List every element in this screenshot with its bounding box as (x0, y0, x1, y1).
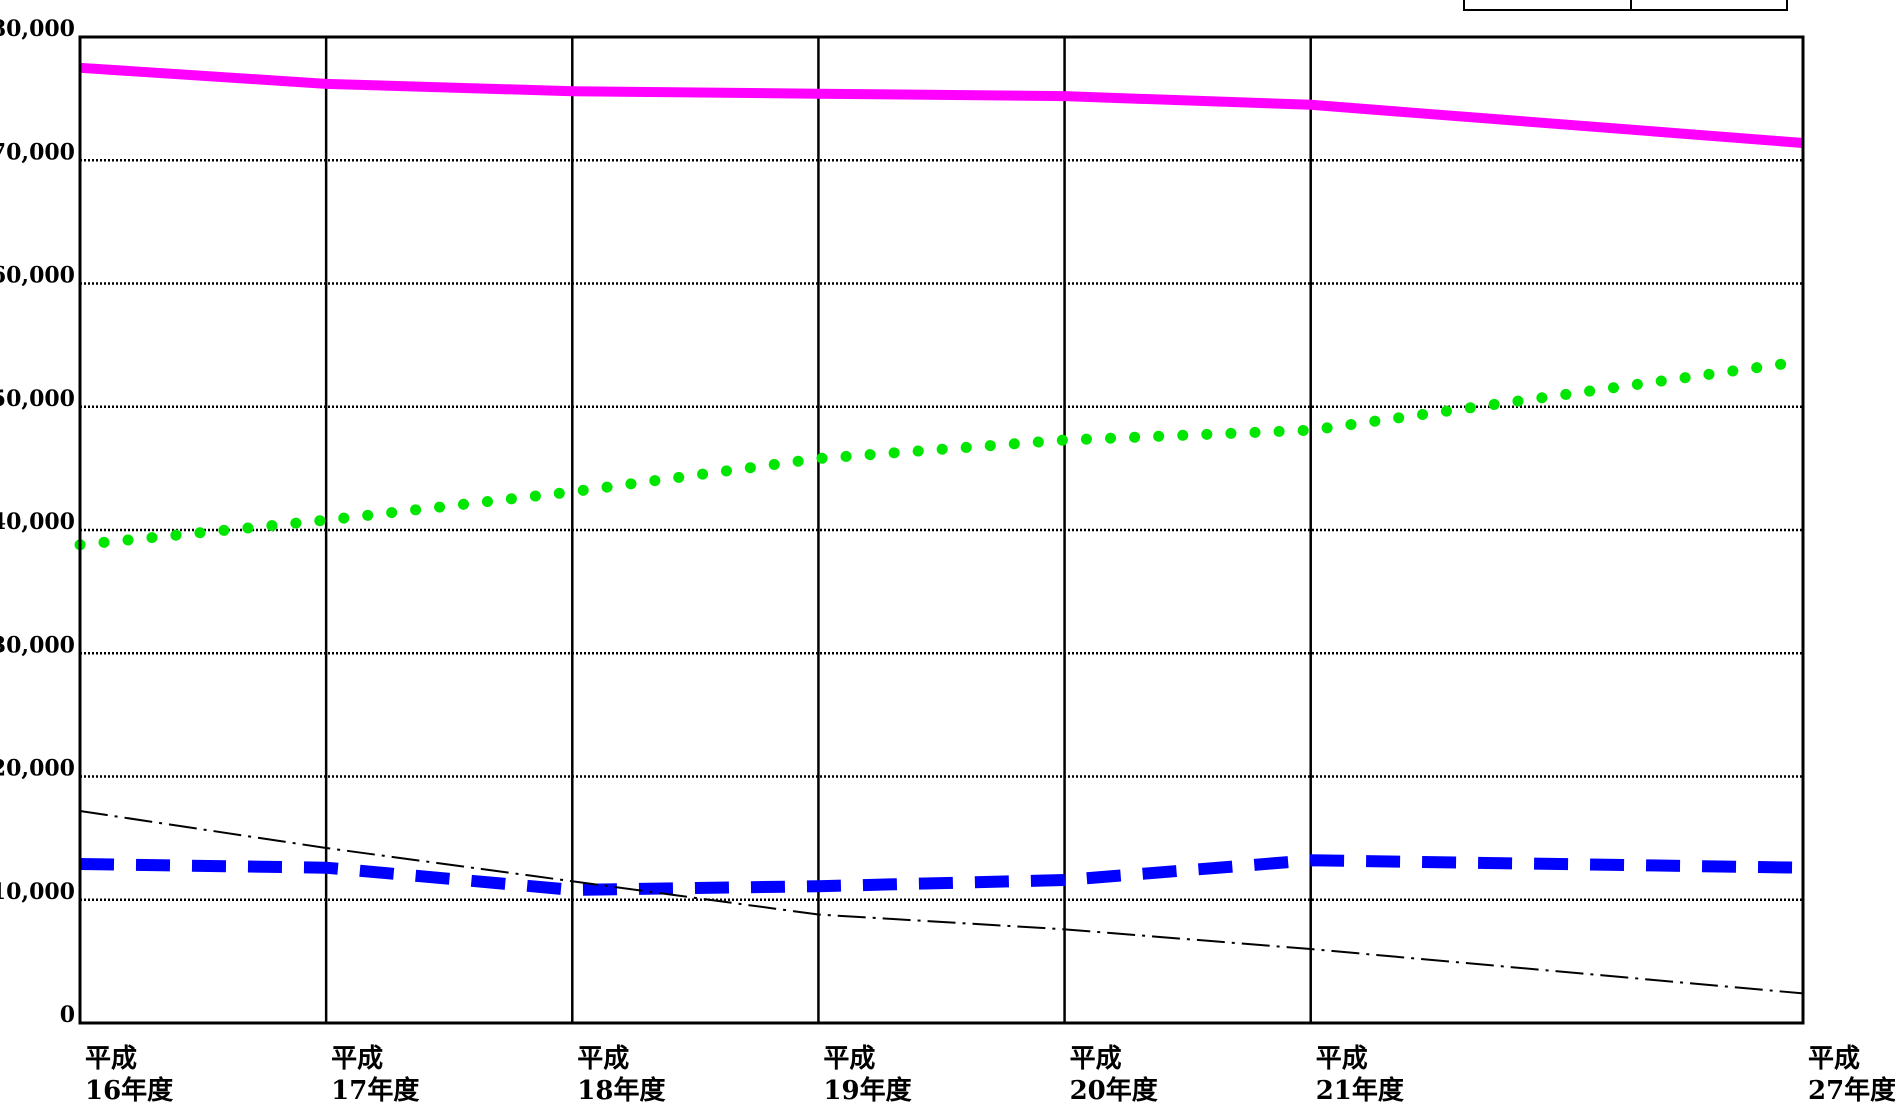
y-tick-label: 70,000 (0, 139, 75, 165)
x-tick-label-line2: 21年度 (1316, 1075, 1404, 1106)
series-line-4 (79, 810, 1804, 995)
x-axis-tick-labels: 平成16年度平成17年度平成18年度平成19年度平成20年度平成21年度平成27… (85, 1044, 1895, 1106)
x-tick-label-line2: 27年度 (1808, 1075, 1895, 1106)
plot-border (78, 35, 1805, 1025)
x-tick-label-line2: 18年度 (577, 1075, 665, 1106)
series-line-2 (74, 355, 1809, 551)
y-tick-label: 20,000 (0, 756, 75, 782)
x-tick-label-line2: 19年度 (823, 1075, 911, 1106)
y-axis-tick-labels: 0 10,000 20,000 30,000 40,000 50,000 60,000 70,… (0, 16, 75, 1028)
x-tick-label-line2: 17年度 (331, 1075, 419, 1106)
x-tick-label-line1: 平成 (85, 1044, 137, 1074)
y-tick-label: 40,000 (0, 509, 75, 535)
x-tick-label-line2: 20年度 (1070, 1075, 1158, 1106)
grid (80, 37, 1803, 1023)
legend-box (1463, 0, 1788, 11)
y-tick-label: 50,000 (0, 386, 75, 412)
x-tick-label-line1: 平成 (577, 1044, 629, 1074)
plot-frame (78, 35, 1805, 1025)
x-tick-label-line1: 平成 (1070, 1044, 1122, 1074)
y-tick-label: 80,000 (0, 16, 75, 42)
series-line-3 (79, 854, 1804, 896)
series-line-1 (79, 62, 1804, 148)
x-tick-label-line1: 平成 (1316, 1044, 1368, 1074)
y-tick-label: 10,000 (0, 879, 75, 905)
x-tick-label-line1: 平成 (331, 1044, 383, 1074)
y-tick-label: 30,000 (0, 632, 75, 658)
x-tick-label-line1: 平成 (1808, 1044, 1860, 1074)
x-tick-label-line2: 16年度 (85, 1075, 173, 1106)
y-tick-label: 0 (60, 1002, 75, 1028)
y-tick-label: 60,000 (0, 263, 75, 289)
x-tick-label-line1: 平成 (823, 1044, 875, 1074)
legend-frame (1463, 0, 1788, 11)
series-group (74, 62, 1809, 995)
